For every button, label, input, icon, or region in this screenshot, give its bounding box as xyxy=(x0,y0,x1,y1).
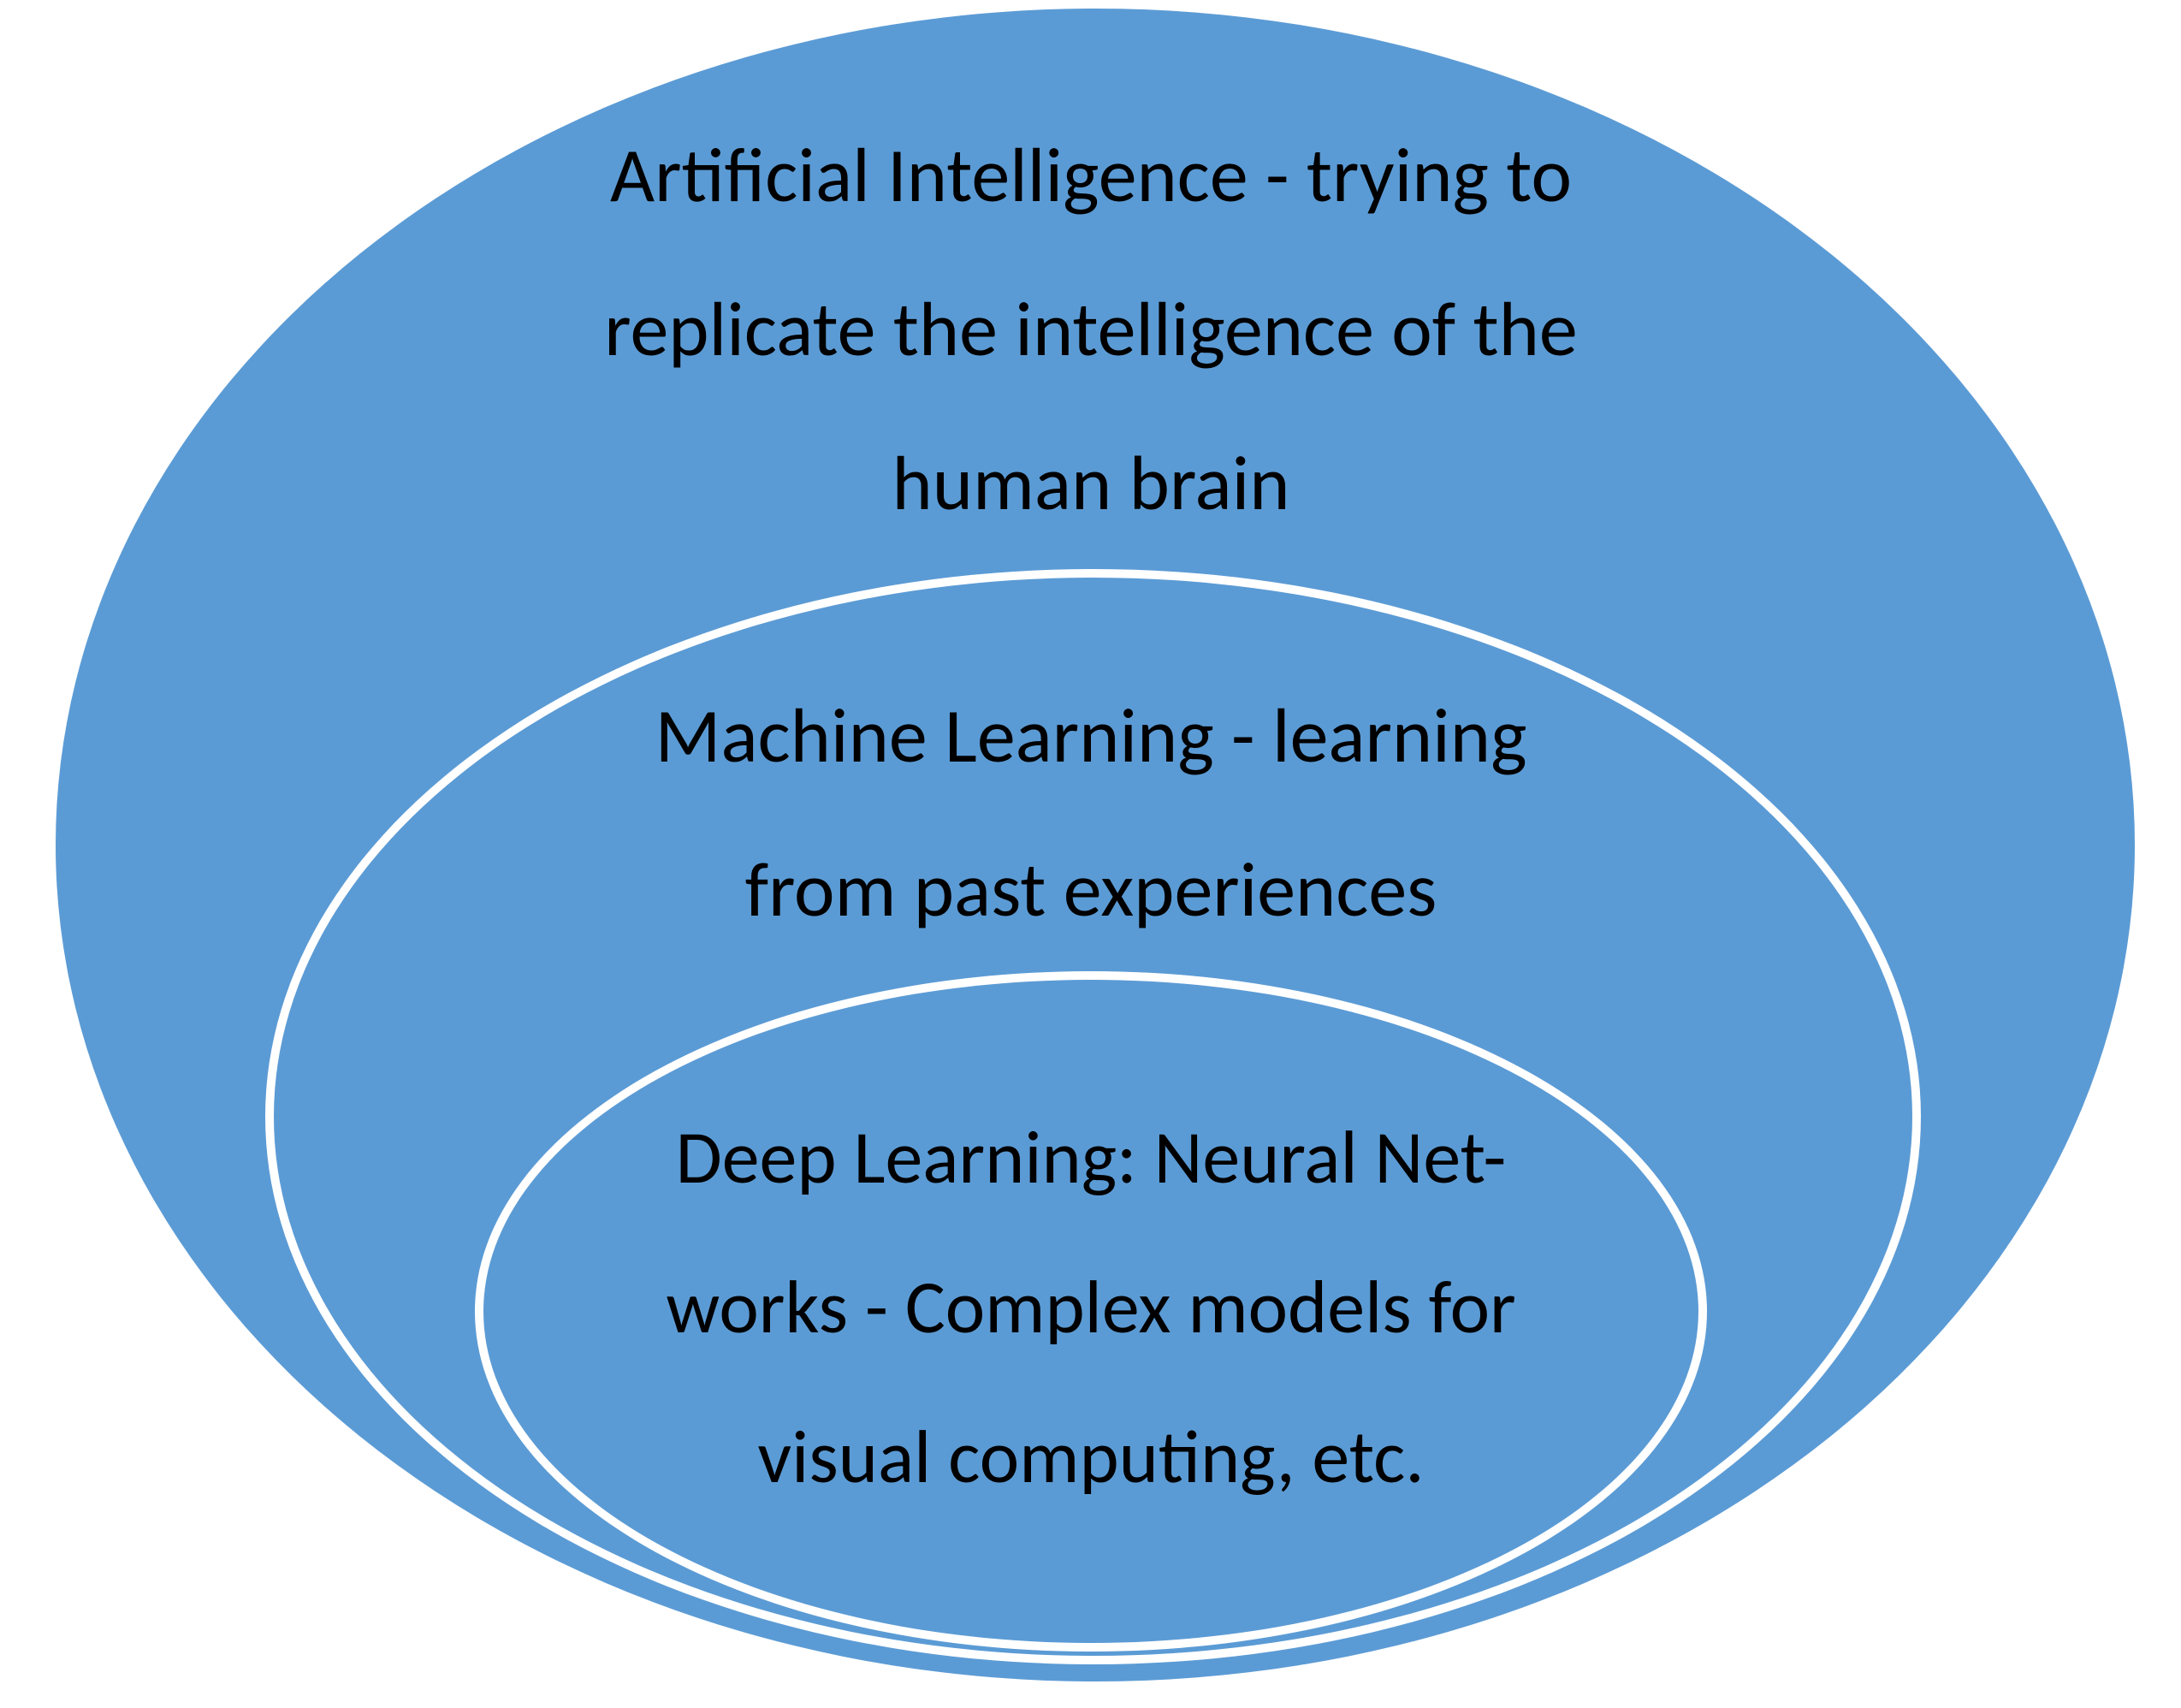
ai-ml-dl-venn-diagram: Artificial Intelligence - trying to repl… xyxy=(0,0,2181,1708)
label-ml: Machine Learning - learning from past ex… xyxy=(526,659,1656,967)
label-ai: Artificial Intelligence - trying to repl… xyxy=(496,98,1686,560)
label-dl: Deep Learning: Neural Net- works - Compl… xyxy=(556,1082,1626,1532)
